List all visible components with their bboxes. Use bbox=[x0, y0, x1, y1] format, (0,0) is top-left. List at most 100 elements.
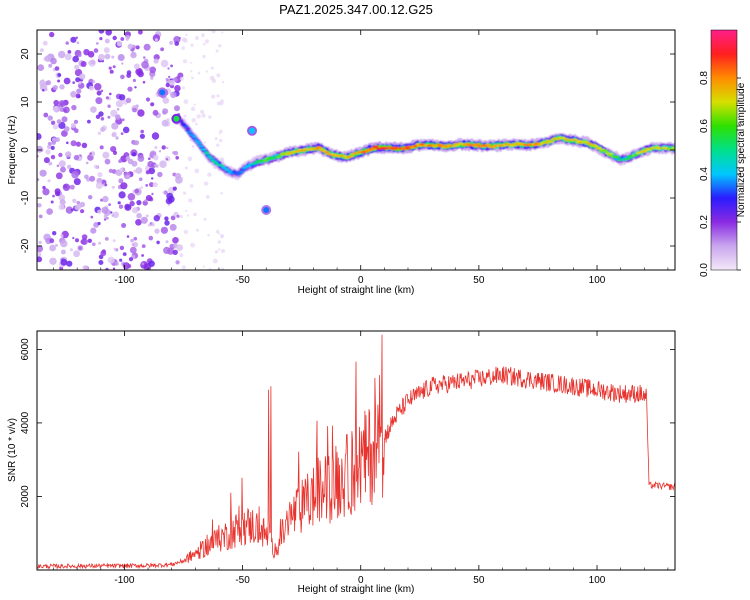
noise-point bbox=[103, 214, 108, 218]
spectrogram-x-ticks: -100 -50 0 50 100 bbox=[53, 30, 669, 286]
noise-point bbox=[169, 40, 174, 45]
noise-point bbox=[73, 250, 80, 258]
noise-point bbox=[37, 256, 43, 263]
noise-point bbox=[183, 99, 189, 104]
noise-point bbox=[124, 204, 132, 211]
noise-point bbox=[212, 258, 218, 264]
noise-point bbox=[57, 79, 61, 83]
ridge-point bbox=[195, 140, 201, 143]
spectrogram-x-tick-label: 0 bbox=[358, 275, 364, 286]
noise-point bbox=[100, 89, 104, 93]
noise-point bbox=[38, 240, 42, 245]
noise-point bbox=[164, 220, 170, 226]
noise-point bbox=[200, 109, 205, 114]
snr-x-ticks: -100 -50 0 50 100 bbox=[53, 331, 669, 586]
noise-point bbox=[112, 239, 116, 243]
snr-x-tick-label: -50 bbox=[235, 575, 250, 586]
noise-point bbox=[160, 59, 169, 68]
ridge-point bbox=[633, 154, 639, 157]
ridge-point bbox=[615, 156, 621, 159]
noise-point bbox=[195, 228, 199, 232]
noise-point bbox=[154, 38, 158, 42]
ridge-point bbox=[196, 142, 202, 145]
noise-point bbox=[55, 137, 60, 143]
noise-point bbox=[135, 219, 142, 226]
noise-point bbox=[214, 137, 218, 141]
noise-point bbox=[175, 176, 183, 184]
noise-point bbox=[217, 240, 221, 244]
noise-point bbox=[70, 208, 74, 212]
noise-point bbox=[129, 200, 135, 207]
noise-point bbox=[112, 267, 116, 270]
ridge-point bbox=[584, 140, 589, 143]
noise-point bbox=[43, 112, 49, 118]
noise-point bbox=[207, 234, 210, 237]
spectrogram-x-tick-label: -50 bbox=[235, 275, 250, 286]
ridge-point bbox=[187, 131, 192, 134]
noise-point bbox=[118, 159, 122, 164]
noise-point bbox=[78, 53, 82, 57]
noise-point bbox=[136, 212, 142, 219]
noise-point bbox=[107, 115, 111, 119]
noise-point bbox=[127, 43, 134, 50]
noise-point bbox=[98, 53, 105, 61]
noise-point bbox=[196, 114, 201, 119]
noise-point bbox=[151, 177, 154, 180]
noise-point bbox=[151, 222, 155, 227]
noise-point bbox=[138, 187, 141, 190]
noise-point bbox=[183, 59, 187, 64]
figure-title: PAZ1.2025.347.00.12.G25 bbox=[279, 2, 433, 17]
noise-point bbox=[90, 106, 97, 113]
noise-point bbox=[100, 117, 105, 121]
spectral-blob-core bbox=[159, 89, 166, 96]
noise-point bbox=[153, 154, 159, 161]
noise-point bbox=[113, 247, 117, 251]
noise-point bbox=[153, 58, 159, 64]
snr-y-tick-label: 6000 bbox=[20, 338, 31, 361]
noise-point bbox=[98, 30, 105, 34]
noise-point bbox=[99, 145, 104, 150]
noise-point bbox=[109, 69, 114, 74]
noise-point bbox=[184, 166, 188, 170]
ridge-point bbox=[198, 145, 204, 148]
noise-point bbox=[111, 214, 115, 217]
noise-point bbox=[145, 170, 150, 175]
noise-point bbox=[205, 70, 208, 73]
noise-point bbox=[203, 217, 207, 221]
noise-point bbox=[143, 43, 151, 51]
noise-point bbox=[72, 81, 76, 84]
noise-point bbox=[142, 200, 148, 206]
ridge-point bbox=[608, 152, 614, 155]
noise-point bbox=[122, 252, 127, 256]
noise-point bbox=[133, 236, 138, 241]
noise-point bbox=[172, 249, 178, 255]
noise-point bbox=[111, 133, 116, 137]
noise-point bbox=[134, 86, 137, 89]
noise-point bbox=[96, 42, 99, 45]
colorbar-tick-label: 0.2 bbox=[699, 215, 710, 229]
ridge-point bbox=[314, 148, 320, 150]
noise-point bbox=[148, 260, 155, 267]
noise-point bbox=[100, 250, 107, 257]
noise-point bbox=[102, 195, 109, 203]
ridge-point bbox=[317, 146, 323, 149]
noise-point bbox=[132, 207, 139, 214]
noise-point bbox=[166, 118, 170, 122]
noise-point bbox=[170, 64, 174, 68]
noise-point bbox=[80, 61, 87, 67]
noise-point bbox=[105, 96, 109, 100]
ridge-point bbox=[367, 149, 373, 152]
noise-point bbox=[69, 184, 75, 190]
noise-point bbox=[101, 206, 109, 214]
noise-point bbox=[49, 31, 55, 38]
noise-point bbox=[126, 73, 132, 78]
noise-point bbox=[107, 256, 115, 264]
noise-point bbox=[120, 182, 128, 190]
noise-point bbox=[57, 73, 62, 77]
noise-point bbox=[105, 267, 109, 270]
noise-point bbox=[48, 63, 53, 68]
noise-point bbox=[120, 74, 125, 80]
noise-point bbox=[140, 186, 143, 189]
noise-point bbox=[75, 93, 81, 99]
noise-point bbox=[211, 94, 216, 99]
